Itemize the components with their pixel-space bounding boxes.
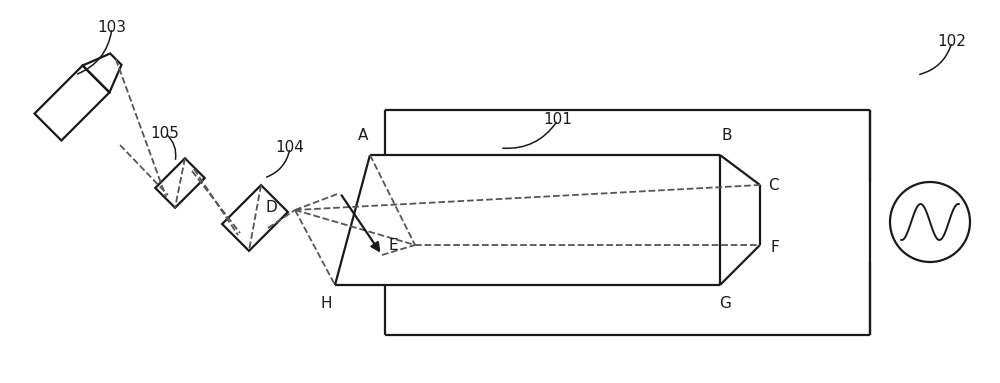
Text: 104: 104	[276, 141, 304, 155]
Text: H: H	[320, 296, 332, 311]
Text: D: D	[265, 200, 277, 216]
Text: C: C	[768, 177, 779, 193]
Text: 101: 101	[544, 113, 572, 128]
Text: A: A	[358, 128, 368, 143]
Text: F: F	[770, 241, 779, 255]
Text: G: G	[719, 296, 731, 311]
Text: 103: 103	[98, 21, 126, 36]
Text: 102: 102	[938, 34, 966, 49]
Text: 105: 105	[151, 126, 179, 141]
Text: E: E	[388, 237, 398, 252]
Text: B: B	[722, 128, 732, 143]
